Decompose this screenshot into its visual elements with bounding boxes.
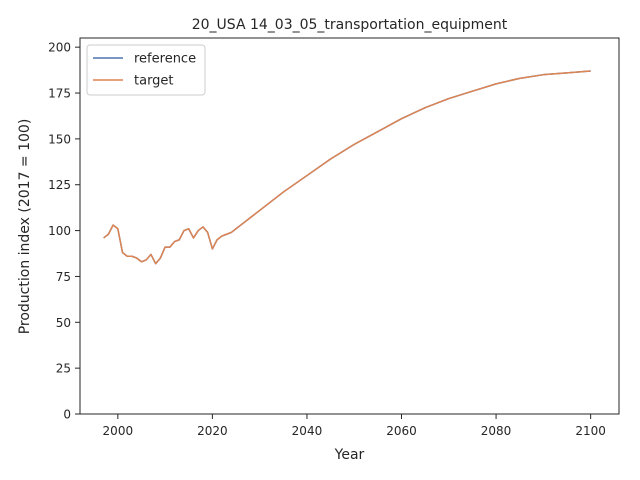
y-tick-label: 0 bbox=[63, 408, 71, 422]
y-tick-label: 150 bbox=[48, 132, 71, 146]
x-tick-label: 2080 bbox=[481, 424, 512, 438]
y-tick-label: 125 bbox=[48, 178, 71, 192]
series-line-reference bbox=[103, 70, 591, 265]
x-axis-label: Year bbox=[334, 447, 365, 463]
plot-area: 2000 2020 2040 2060 2080 2100 0 25 50 75 100 125 150… bbox=[48, 37, 620, 438]
y-tick-label: 75 bbox=[56, 270, 71, 284]
plot-frame bbox=[79, 37, 620, 415]
chart-title: 20_USA 14_03_05_transportation_equipment bbox=[192, 17, 508, 33]
legend-label-reference: reference bbox=[134, 52, 196, 67]
y-tick-label: 50 bbox=[56, 316, 71, 330]
y-axis-label: Production index (2017 = 100) bbox=[17, 119, 33, 335]
y-tick-label: 175 bbox=[48, 87, 71, 101]
x-tick-label: 2100 bbox=[575, 424, 606, 438]
x-tick-label: 2020 bbox=[197, 424, 228, 438]
y-tick-label: 200 bbox=[48, 41, 71, 55]
x-tick-label: 2040 bbox=[292, 424, 323, 438]
legend-label-target: target bbox=[134, 74, 174, 89]
y-tick-label: 100 bbox=[48, 224, 71, 238]
y-tick-label: 25 bbox=[56, 362, 71, 376]
x-tick-label: 2060 bbox=[386, 424, 417, 438]
series-line-target bbox=[103, 70, 591, 265]
x-tick-label: 2000 bbox=[103, 424, 134, 438]
